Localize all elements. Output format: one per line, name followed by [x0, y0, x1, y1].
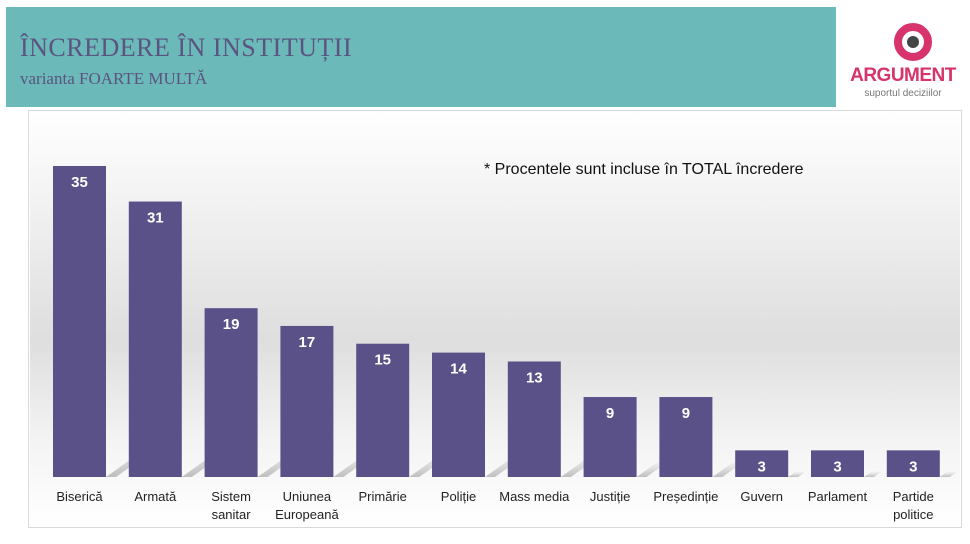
page-subtitle: varianta FOARTE MULTĂ [20, 69, 208, 88]
chart-note: * Procentele sunt incluse în TOTAL încre… [484, 161, 804, 178]
bar-chart: 35 31 19 17 15 14 13 9 9 3 3 3 Biserică Armată Sistem… [30, 112, 960, 526]
chart-area: 35 31 19 17 15 14 13 9 9 3 3 3 Biserică Armată Sistem… [28, 110, 962, 528]
bar-value-label: 35 [71, 174, 88, 191]
bar-value-label: 3 [758, 458, 766, 475]
logo-target-icon [894, 23, 932, 61]
bar-value-label: 9 [606, 405, 614, 422]
category-label: Partide [893, 489, 934, 504]
logo-name: ARGUMENT [850, 65, 956, 86]
bar [280, 325, 334, 477]
bar [204, 308, 258, 477]
category-label: Armată [134, 489, 177, 504]
bar [735, 450, 789, 477]
category-label: Uniunea [283, 489, 332, 504]
bar-shadow [788, 471, 807, 477]
category-label: Justiție [590, 489, 630, 504]
bar [128, 201, 182, 477]
category-label: Europeană [275, 507, 339, 522]
bar-value-label: 3 [909, 458, 917, 475]
header-band: ÎNCREDERE ÎN INSTITUȚII varianta FOARTE … [6, 7, 836, 107]
bar [356, 343, 410, 477]
bar [507, 361, 561, 477]
plot-background [30, 112, 960, 526]
bar [53, 166, 106, 477]
category-label: politice [893, 507, 933, 522]
bar-value-label: 15 [374, 352, 391, 369]
category-label: Mass media [499, 489, 570, 504]
bar-value-label: 14 [450, 361, 467, 378]
bar-value-label: 19 [223, 316, 240, 333]
category-label: Președinție [653, 489, 718, 504]
logo-tagline: suportul deciziilor [864, 88, 942, 99]
bar-value-label: 13 [526, 369, 543, 386]
category-label: Guvern [740, 489, 783, 504]
category-label: Biserică [56, 489, 103, 504]
bar-value-label: 3 [833, 458, 841, 475]
bar [811, 450, 864, 477]
bar [583, 397, 637, 477]
bar-shadow [939, 471, 959, 477]
bar-value-label: 17 [299, 334, 316, 351]
brand-logo: ARGUMENT suportul deciziilor [836, 7, 970, 107]
category-label: Primărie [358, 489, 406, 504]
bar [886, 450, 940, 477]
bar-value-label: 9 [682, 405, 690, 422]
category-label: Parlament [808, 489, 868, 504]
bar-value-label: 31 [147, 210, 164, 227]
category-label: sanitar [212, 507, 252, 522]
bar-shadow [864, 471, 883, 477]
bar [432, 352, 485, 477]
category-label: Sistem [211, 489, 251, 504]
page-title: ÎNCREDERE ÎN INSTITUȚII [20, 33, 353, 62]
bar [659, 397, 713, 477]
category-label: Poliție [441, 489, 476, 504]
